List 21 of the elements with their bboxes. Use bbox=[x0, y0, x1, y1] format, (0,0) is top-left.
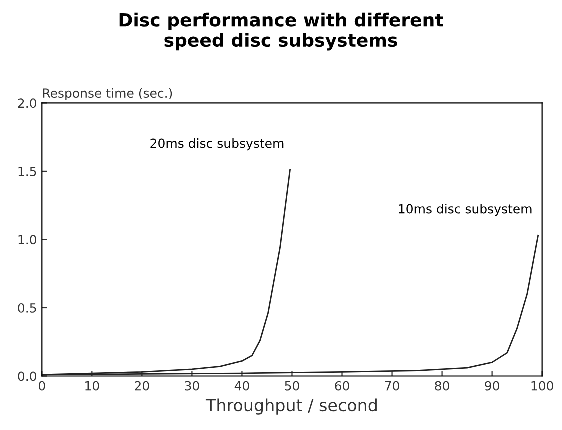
chart-title: Disc performance with different speed disc subsystems bbox=[120, 12, 444, 51]
series-label: 20ms disc subsystem bbox=[150, 138, 284, 151]
x-tick-label: 50 bbox=[285, 381, 300, 391]
x-tick-label: 20 bbox=[135, 381, 150, 391]
x-tick-label: 40 bbox=[234, 381, 250, 391]
y-tick-label: 1.0 bbox=[18, 235, 36, 245]
x-tick-label: 90 bbox=[485, 381, 500, 391]
y-tick-label: 1.5 bbox=[18, 167, 36, 176]
x-axis-title: Throughput / second bbox=[206, 398, 377, 415]
y-tick-label: 0.5 bbox=[18, 303, 36, 313]
x-tick-label: 30 bbox=[185, 381, 200, 391]
x-tick-label: 10 bbox=[86, 381, 100, 391]
series-label: 10ms disc subsystem bbox=[399, 204, 532, 216]
x-tick-label: 0 bbox=[39, 381, 46, 391]
x-tick-label: 80 bbox=[435, 381, 450, 391]
y-tick-label: 0.0 bbox=[18, 372, 36, 382]
x-tick-label: 100 bbox=[532, 381, 554, 391]
y-tick-label: 2.0 bbox=[18, 98, 36, 108]
x-tick-label: 60 bbox=[335, 381, 350, 391]
y-axis-title: Response time (sec.) bbox=[43, 88, 172, 100]
x-tick-label: 70 bbox=[385, 381, 400, 391]
